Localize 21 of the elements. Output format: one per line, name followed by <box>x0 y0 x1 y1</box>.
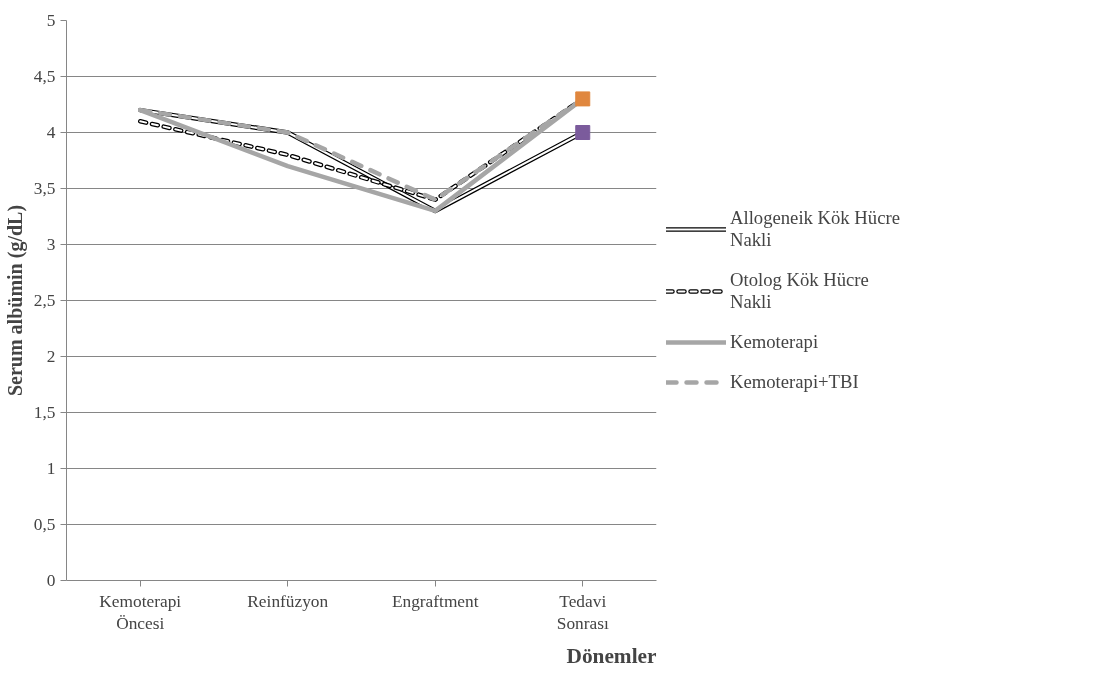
legend-label: Allogeneik Kök Hücre Nakli <box>730 207 900 251</box>
y-tick-label: 0 <box>46 571 56 590</box>
y-axis-title: Serum albümin (g/dL) <box>3 204 27 397</box>
x-axis-title: Dönemler <box>566 643 658 668</box>
y-tick-label: 3 <box>46 235 56 254</box>
y-tick-label: 2,5 <box>33 291 56 310</box>
y-tick-label: 0,5 <box>33 515 56 534</box>
x-tick-label: Tedavi Sonrası <box>556 591 609 634</box>
y-tick-label: 4 <box>46 123 56 142</box>
y-tick-label: 4,5 <box>33 67 56 86</box>
y-tick-label: 5 <box>46 11 56 30</box>
x-tick-label: Kemoterapi Öncesi <box>99 591 182 634</box>
y-tick-label: 2 <box>46 347 56 366</box>
legend-label: Kemoterapi <box>730 331 819 353</box>
legend-label: Kemoterapi+TBI <box>730 371 859 393</box>
x-tick-label: Reinfüzyon <box>247 591 329 611</box>
y-tick-label: 3,5 <box>33 179 56 198</box>
x-tick-label: Engraftment <box>391 591 479 611</box>
legend-label: Otolog Kök Hücre Nakli <box>730 269 869 313</box>
y-tick-label: 1,5 <box>33 403 56 422</box>
y-tick-label: 1 <box>46 459 56 478</box>
